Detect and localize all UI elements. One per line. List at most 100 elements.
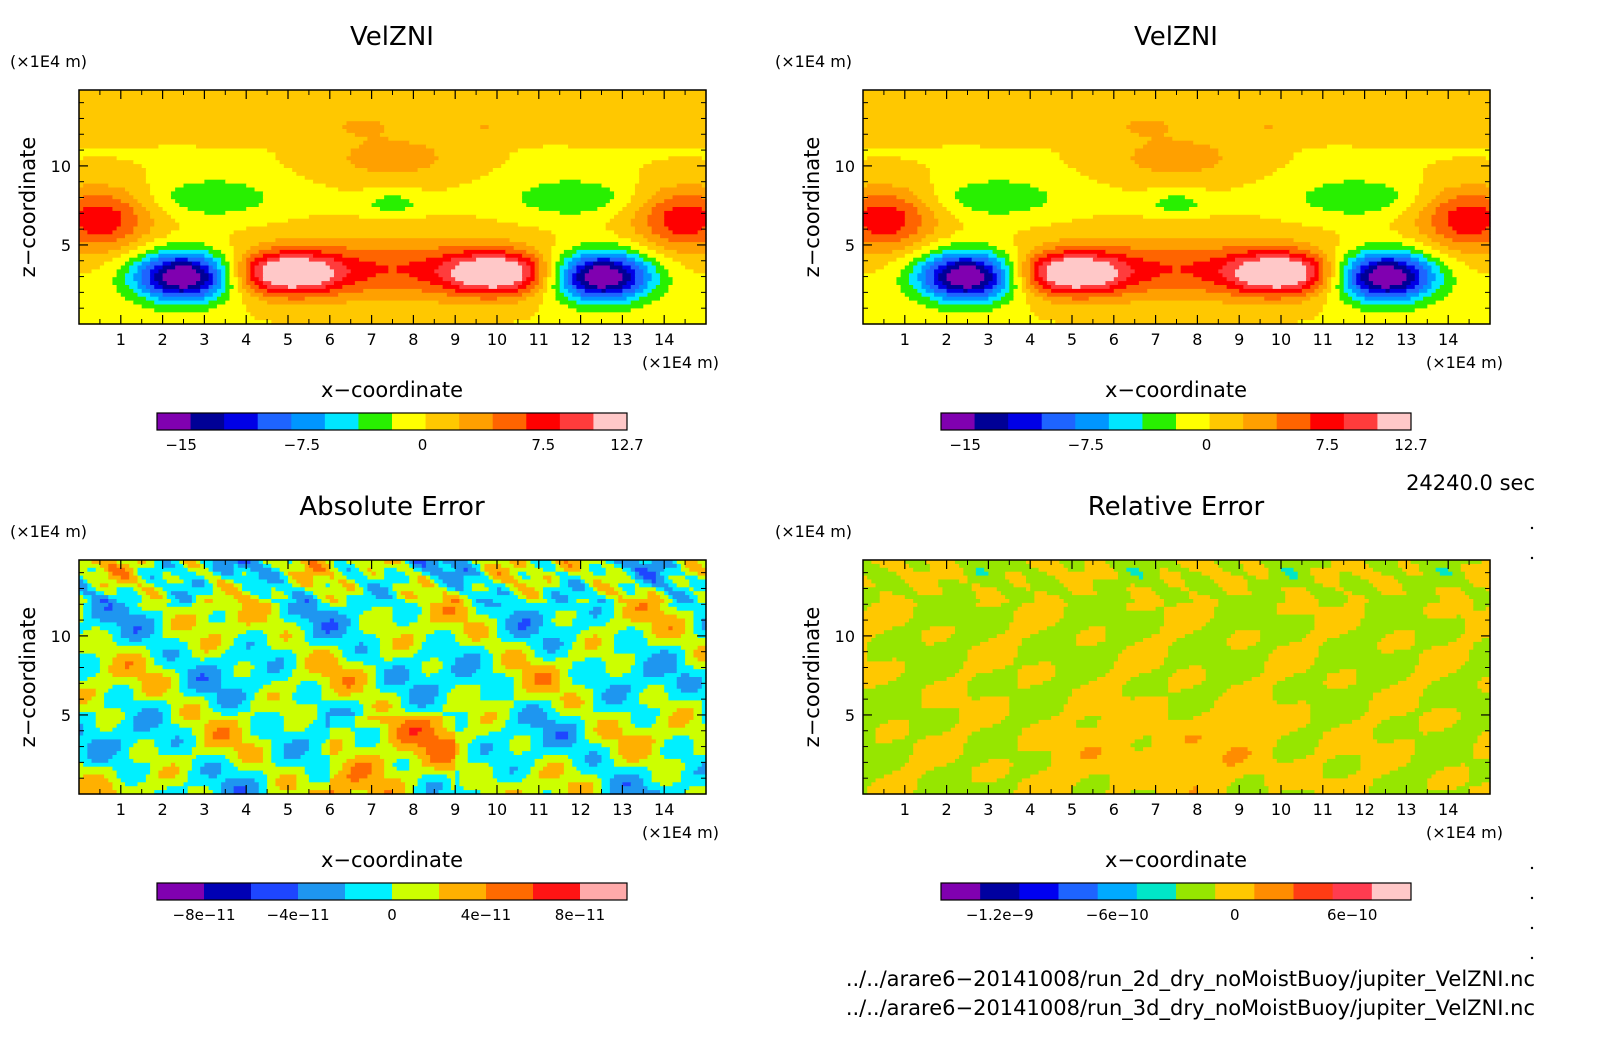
field-cell <box>79 771 117 776</box>
field-cell <box>129 611 163 616</box>
field-cell <box>664 246 706 251</box>
field-cell <box>1076 724 1098 729</box>
field-cell <box>330 266 347 271</box>
field-cell <box>652 580 657 585</box>
field-cell <box>1369 277 1407 282</box>
field-cell <box>221 654 297 659</box>
field-cell <box>934 262 947 267</box>
field-cell <box>1156 591 1190 596</box>
field-cell <box>175 763 192 768</box>
field-cell <box>593 786 602 791</box>
field-cell <box>117 156 276 161</box>
field-cell <box>938 266 947 271</box>
field-cell <box>572 587 585 592</box>
field-cell <box>530 273 535 278</box>
field-cell <box>1105 630 1160 635</box>
field-cell <box>271 759 330 764</box>
field-cell <box>631 195 653 200</box>
field-cell <box>942 254 989 258</box>
field-cell <box>138 238 155 243</box>
field-cell <box>384 673 410 678</box>
field-cell <box>1423 712 1461 717</box>
field-cell <box>1227 591 1253 596</box>
field-cell <box>83 156 117 161</box>
field-cell <box>1448 293 1490 298</box>
field-cell <box>1377 266 1394 271</box>
field-cell <box>647 199 664 204</box>
field-cell <box>138 246 155 251</box>
field-cell <box>635 262 644 267</box>
field-cell <box>359 215 426 220</box>
field-cell <box>589 568 606 573</box>
field-cell <box>1419 568 1436 573</box>
field-cell <box>972 697 981 702</box>
field-cell <box>438 273 451 278</box>
field-cell <box>1005 281 1010 286</box>
field-cell <box>589 626 627 631</box>
field-cell <box>618 599 665 604</box>
field-cell <box>464 599 473 604</box>
field-cell <box>1381 638 1415 643</box>
field-cell <box>451 665 481 670</box>
field-cell <box>1168 129 1490 134</box>
field-cell <box>1415 630 1466 635</box>
field-cell <box>259 595 272 600</box>
field-cell <box>685 572 698 577</box>
field-cell <box>455 266 522 271</box>
field-cell <box>1273 693 1374 698</box>
field-cell <box>250 273 255 278</box>
field-cell <box>142 681 172 686</box>
field-cell <box>225 254 234 258</box>
field-cell <box>1302 223 1390 228</box>
field-cell <box>560 580 569 585</box>
field-cell <box>175 188 255 193</box>
colorbar-swatch <box>191 413 225 430</box>
field-cell <box>1093 583 1131 588</box>
field-cell <box>888 720 910 725</box>
field-cell <box>112 258 129 263</box>
field-cell <box>225 289 230 294</box>
field-cell <box>158 203 180 208</box>
field-cell <box>367 576 384 581</box>
field-cell <box>639 583 652 588</box>
field-cell <box>968 576 1006 581</box>
field-cell <box>288 607 318 612</box>
field-cell <box>647 246 664 251</box>
field-cell <box>1264 297 1281 302</box>
field-cell <box>255 289 268 294</box>
field-cell <box>514 246 536 251</box>
field-cell <box>438 689 451 694</box>
field-cell <box>1047 195 1169 200</box>
field-cell <box>204 743 255 748</box>
field-cell <box>976 572 989 577</box>
field-cell <box>242 689 259 694</box>
field-cell <box>614 195 631 200</box>
field-cell <box>1114 661 1165 666</box>
field-cell <box>1390 227 1420 232</box>
field-cell <box>1202 572 1232 577</box>
field-cell <box>1139 164 1215 169</box>
field-cell <box>1076 720 1098 725</box>
field-cell <box>229 266 234 271</box>
field-cell <box>238 285 243 290</box>
field-cell <box>409 759 422 764</box>
field-cell <box>242 293 251 298</box>
field-cell <box>489 587 498 592</box>
field-cell <box>209 262 218 267</box>
field-cell <box>1423 242 1440 247</box>
field-cell <box>560 712 632 717</box>
field-cell <box>179 289 184 294</box>
field-cell <box>539 273 548 278</box>
field-cell <box>484 572 489 577</box>
field-cell <box>104 591 117 596</box>
field-image <box>79 560 707 795</box>
field-cell <box>1193 716 1311 721</box>
field-cell <box>535 254 544 258</box>
field-cell <box>863 580 872 585</box>
field-cell <box>1427 305 1490 310</box>
field-cell <box>405 720 431 725</box>
field-cell <box>1331 289 1340 294</box>
field-cell <box>309 669 364 674</box>
field-cell <box>1352 262 1361 267</box>
field-cell <box>476 607 594 612</box>
